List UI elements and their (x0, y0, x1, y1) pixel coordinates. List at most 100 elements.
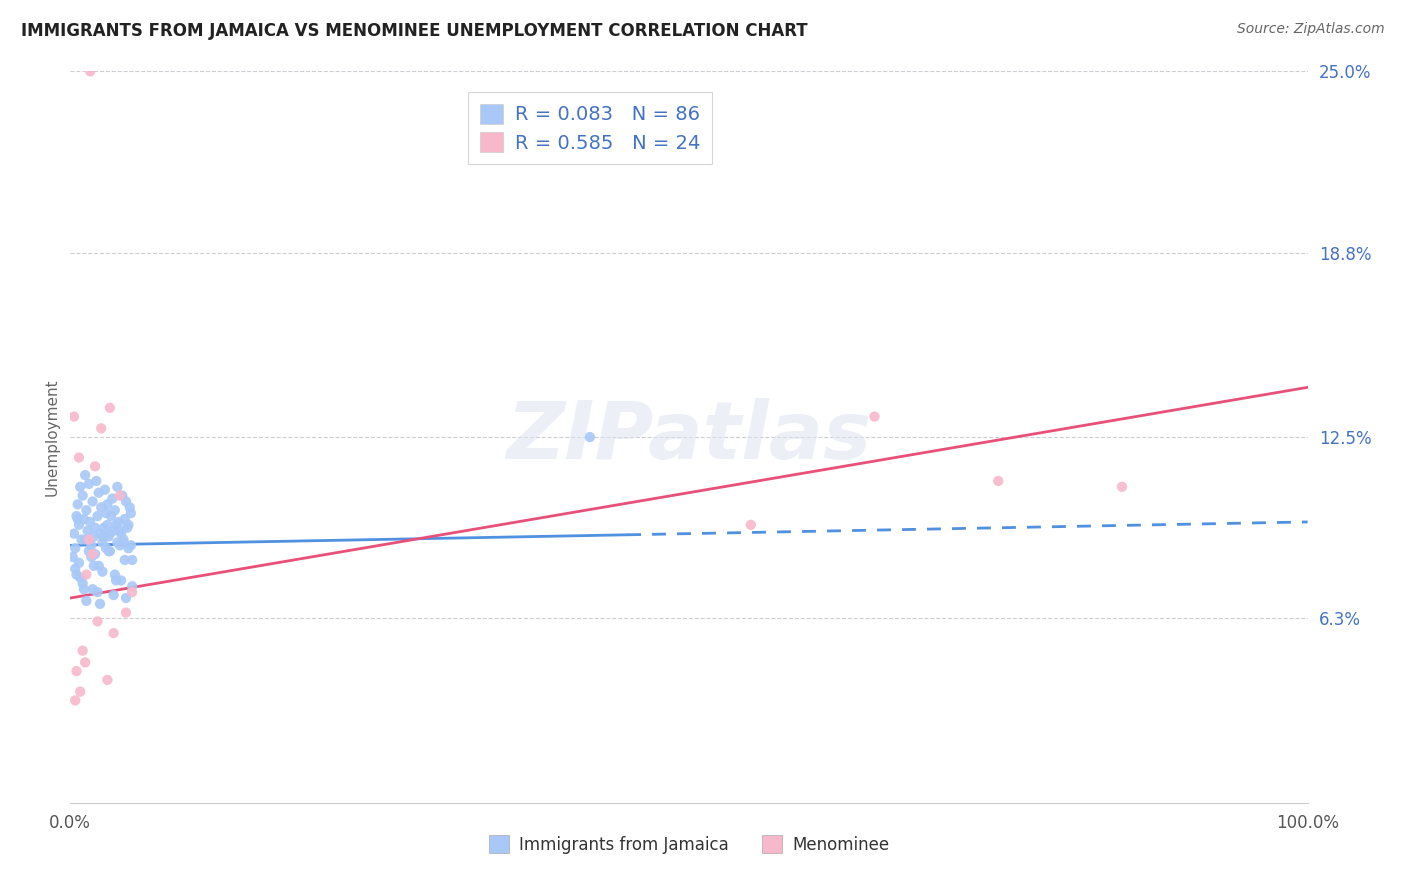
Point (103, 524, 125, 538)
Point (75, 503, 97, 517)
Point (83, 530, 105, 544)
Point (82, 547, 104, 561)
Point (72, 489, 94, 503)
Point (65, 693, 87, 707)
Point (65, 567, 87, 582)
Point (97, 530, 120, 544)
Point (72, 643, 94, 657)
Point (63, 409, 86, 424)
Point (73, 512, 96, 526)
Point (77, 533, 100, 547)
Point (75, 656, 97, 670)
Point (112, 535, 135, 549)
Point (96, 517, 118, 532)
Point (110, 574, 132, 588)
Point (115, 591, 138, 605)
Point (1111, 480, 1133, 494)
Point (863, 409, 886, 424)
Point (96, 497, 118, 511)
Point (118, 500, 141, 515)
Point (96, 506, 118, 520)
Point (121, 553, 143, 567)
Point (65, 664, 87, 678)
Point (67, 450, 90, 465)
Point (82, 582, 104, 597)
Point (987, 474, 1010, 488)
Point (63, 526, 86, 541)
Point (86, 509, 108, 524)
Point (107, 515, 129, 529)
Text: IMMIGRANTS FROM JAMAICA VS MENOMINEE UNEMPLOYMENT CORRELATION CHART: IMMIGRANTS FROM JAMAICA VS MENOMINEE UNE… (21, 22, 807, 40)
Point (73, 582, 96, 597)
Point (72, 576, 94, 591)
Point (108, 538, 131, 552)
Point (80, 538, 103, 552)
Point (65, 562, 87, 576)
Point (115, 494, 138, 508)
Point (70, 533, 93, 547)
Point (114, 553, 136, 567)
Point (121, 585, 143, 599)
Point (90, 421, 112, 435)
Point (67, 517, 90, 532)
Point (121, 579, 143, 593)
Point (114, 512, 136, 526)
Point (112, 533, 135, 547)
Text: ZIPatlas: ZIPatlas (506, 398, 872, 476)
Point (89, 526, 111, 541)
Point (103, 588, 125, 602)
Text: Source: ZipAtlas.com: Source: ZipAtlas.com (1237, 22, 1385, 37)
Point (105, 480, 128, 494)
Point (79, 64, 101, 78)
Point (67, 556, 90, 570)
Point (104, 567, 127, 582)
Point (104, 503, 127, 517)
Point (579, 430, 602, 444)
Point (77, 544, 100, 558)
Point (87, 558, 110, 573)
Point (75, 567, 97, 582)
Point (69, 684, 91, 698)
Point (105, 574, 128, 588)
Point (105, 517, 128, 532)
Point (80, 549, 103, 564)
Point (93, 521, 115, 535)
Point (79, 515, 101, 529)
Point (101, 491, 124, 506)
Point (120, 506, 142, 520)
Point (91, 565, 114, 579)
Point (84, 521, 107, 535)
Point (86, 615, 108, 629)
Point (105, 535, 128, 549)
Point (115, 606, 138, 620)
Point (98, 526, 121, 541)
Point (98, 401, 121, 415)
Point (117, 517, 139, 532)
Point (66, 497, 89, 511)
Point (82, 494, 104, 508)
Point (69, 480, 91, 494)
Point (76, 524, 98, 538)
Point (90, 500, 112, 515)
Point (83, 558, 105, 573)
Point (97, 544, 120, 558)
Point (75, 533, 97, 547)
Point (110, 526, 132, 541)
Point (65, 541, 87, 556)
Point (740, 517, 762, 532)
Point (96, 541, 118, 556)
Point (89, 597, 111, 611)
Point (108, 524, 131, 538)
Y-axis label: Unemployment: Unemployment (44, 378, 59, 496)
Point (84, 547, 107, 561)
Point (115, 521, 138, 535)
Point (69, 570, 91, 584)
Point (117, 541, 139, 556)
Point (65, 509, 87, 524)
Point (75, 468, 97, 483)
Point (77, 476, 100, 491)
Point (86, 585, 108, 599)
Point (91, 535, 114, 549)
Point (87, 485, 110, 500)
Point (84, 459, 107, 474)
